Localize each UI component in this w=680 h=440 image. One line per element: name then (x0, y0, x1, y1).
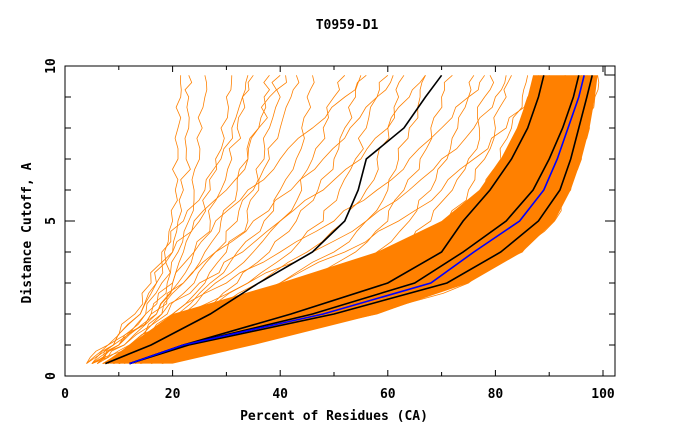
model-curve (91, 75, 233, 364)
x-tick-label: 100 (591, 387, 615, 402)
x-axis-label: Percent of Residues (CA) (240, 409, 428, 424)
model-c-curve (129, 75, 580, 365)
model-curve (113, 75, 453, 364)
model-curve (140, 75, 582, 364)
model-band (102, 75, 598, 364)
x-tick-label: 20 (165, 387, 181, 402)
x-tick-label: 0 (61, 387, 69, 402)
legend-key-box (604, 65, 616, 76)
model-curve (91, 75, 287, 364)
model-curve (161, 75, 600, 364)
model-curve (118, 75, 539, 364)
model-curve (102, 74, 389, 364)
target-model-curve (129, 75, 585, 365)
model-curve (86, 75, 193, 364)
model-b-curve (129, 75, 545, 365)
model-curve (86, 75, 254, 364)
model-curve (107, 75, 362, 364)
model-curve (113, 75, 507, 364)
y-tick-label: 0 (44, 372, 59, 380)
model-curve (113, 75, 475, 364)
plot-area (86, 74, 600, 365)
axis-ticks: 0 20 40 60 80 100 0 5 10 (44, 58, 615, 402)
model-curve (91, 74, 281, 364)
model-curve (107, 75, 485, 364)
model-curve (97, 75, 271, 364)
model-curve (97, 75, 394, 364)
x-tick-label: 60 (380, 387, 396, 402)
model-curve (102, 75, 426, 364)
x-tick-label: 80 (488, 387, 504, 402)
x-tick-label: 40 (272, 387, 288, 402)
model-curve (97, 75, 315, 364)
model-d-curve (129, 75, 594, 365)
y-axis-label: Distance Cutoff, A (20, 162, 35, 303)
model-curve (86, 75, 182, 364)
model-curve (97, 75, 249, 364)
model-a-curve (105, 74, 443, 365)
y-tick-label: 5 (44, 217, 59, 225)
chart-title: T0959-D1 (316, 18, 379, 33)
model-curve (91, 74, 367, 364)
model-curve (118, 75, 495, 364)
y-tick-label: 10 (44, 58, 59, 74)
model-curve (118, 75, 512, 364)
